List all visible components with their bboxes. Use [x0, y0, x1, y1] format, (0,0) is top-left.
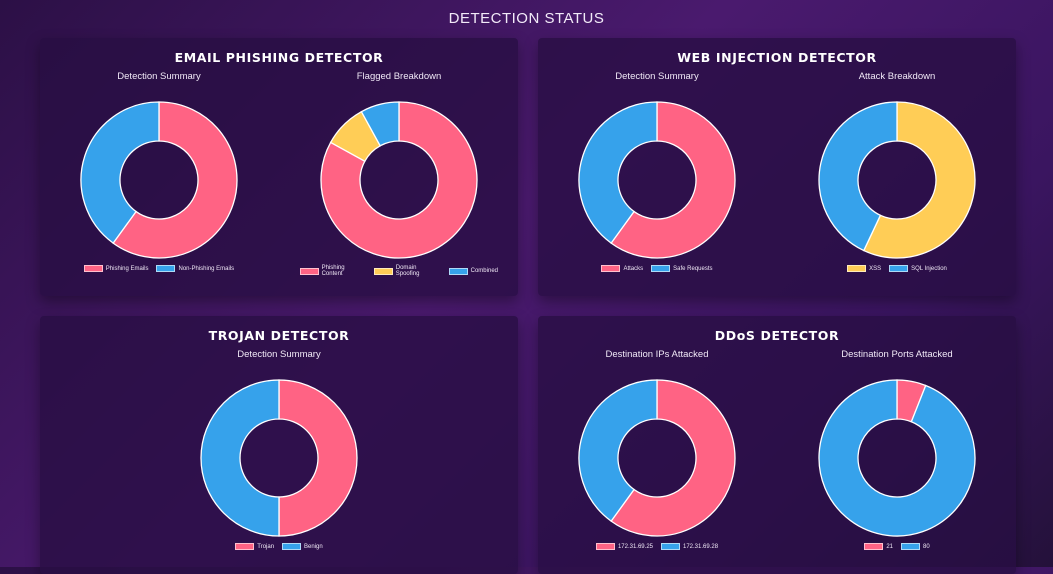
legend-label: 80 — [923, 543, 930, 550]
legend-label: 172.31.69.25 — [617, 543, 653, 550]
slice-combined[interactable] — [360, 101, 400, 147]
slice-80[interactable] — [818, 379, 976, 537]
chart-email-flagged-breakdown: Flagged Breakdown Phishing Content Domain … — [300, 71, 498, 291]
legend-item-non-phishing-emails[interactable]: Non-Phishing Emails — [156, 265, 234, 272]
chart-title: Detection Summary — [117, 71, 201, 82]
legend-label: XSS — [869, 265, 882, 272]
legend-swatch — [374, 267, 393, 275]
slice-172-31-69-28[interactable] — [578, 379, 658, 523]
legend-label: 21 — [886, 543, 893, 550]
legend-label: Domain Spoofing — [395, 265, 420, 277]
ddos-card: DDoS DETECTOR Destination IPs Attacked 17… — [538, 316, 1016, 574]
legend-label: Phishing Emails — [105, 265, 149, 272]
legend-item-sql-injection[interactable]: SQL Injection — [889, 265, 947, 272]
legend-item-xss[interactable]: XSS — [847, 265, 881, 272]
legend-swatch — [847, 265, 867, 272]
legend-item-21[interactable]: 21 — [864, 543, 893, 550]
slice-phishing-content[interactable] — [320, 101, 478, 259]
doughnut-chart — [200, 379, 358, 537]
legend-swatch — [889, 265, 909, 272]
card-title: TROJAN DETECTOR — [208, 328, 350, 343]
slice-trojan[interactable] — [278, 379, 358, 537]
chart-legend: XSS SQL Injection — [798, 265, 996, 272]
chart-legend: Phishing Content Domain Spoofing Combined — [300, 265, 498, 277]
chart-web-attack-breakdown: Attack Breakdown XSS SQL Injection — [798, 71, 996, 291]
legend-item-172-31-69-25[interactable]: 172.31.69.25 — [595, 543, 653, 550]
legend-swatch — [901, 543, 920, 550]
chart-title: Detection Summary — [237, 349, 321, 360]
chart-ddos-destination-ips: Destination IPs Attacked 172.31.69.25 172.… — [558, 349, 756, 569]
legend-swatch — [448, 267, 468, 275]
legend-swatch — [601, 265, 621, 272]
slice-sql-injection[interactable] — [818, 101, 898, 252]
legend-swatch — [864, 543, 884, 550]
chart-legend: Trojan Benign — [180, 543, 378, 550]
legend-item-172-31-69-28[interactable]: 172.31.69.28 — [661, 543, 718, 550]
legend-item-phishing-content[interactable]: Phishing Content — [300, 265, 366, 277]
legend-label: SQL Injection — [911, 265, 947, 272]
chart-legend: 172.31.69.25 172.31.69.28 — [558, 543, 756, 550]
doughnut-chart — [818, 379, 976, 537]
legend-item-safe-requests[interactable]: Safe Requests — [651, 265, 713, 272]
chart-legend: 21 80 — [798, 543, 996, 550]
chart-title: Destination Ports Attacked — [841, 349, 953, 360]
legend-label: Combined — [470, 268, 498, 274]
slice-benign[interactable] — [200, 379, 280, 537]
legend-item-phishing-emails[interactable]: Phishing Emails — [83, 265, 149, 272]
legend-label: Safe Requests — [673, 265, 713, 272]
slice-safe-requests[interactable] — [578, 101, 658, 245]
doughnut-chart — [578, 101, 736, 259]
chart-legend: Phishing Emails Non-Phishing Emails — [60, 265, 258, 272]
legend-item-benign[interactable]: Benign — [282, 543, 323, 550]
chart-ddos-destination-ports: Destination Ports Attacked 21 80 — [798, 349, 996, 569]
legend-item-80[interactable]: 80 — [901, 543, 930, 550]
doughnut-chart — [80, 101, 238, 259]
chart-title: Destination IPs Attacked — [605, 349, 709, 360]
chart-legend: Attacks Safe Requests — [558, 265, 756, 272]
legend-item-attacks[interactable]: Attacks — [601, 265, 643, 272]
email-phishing-card: EMAIL PHISHING DETECTOR Detection Summar… — [40, 38, 518, 296]
doughnut-chart — [578, 379, 736, 537]
chart-email-detection-summary: Detection Summary Phishing Emails Non-Phis… — [60, 71, 258, 291]
legend-swatch — [651, 265, 671, 272]
legend-label: Trojan — [257, 543, 275, 550]
trojan-card: TROJAN DETECTOR Detection Summary Trojan B… — [40, 316, 518, 574]
chart-title: Flagged Breakdown — [356, 71, 442, 82]
legend-label: Benign — [304, 543, 323, 550]
legend-swatch — [661, 543, 680, 550]
legend-label: Non-Phishing Emails — [178, 265, 235, 272]
doughnut-chart — [320, 101, 478, 259]
chart-web-detection-summary: Detection Summary Attacks Safe Requests — [558, 71, 756, 291]
slice-attacks[interactable] — [610, 101, 736, 259]
chart-trojan-detection-summary: Detection Summary Trojan Benign — [180, 349, 378, 569]
card-title: EMAIL PHISHING DETECTOR — [174, 50, 384, 65]
legend-label: 172.31.69.28 — [683, 543, 719, 550]
legend-label: Attacks — [623, 265, 644, 272]
card-title: WEB INJECTION DETECTOR — [677, 50, 877, 65]
slice-non-phishing-emails[interactable] — [80, 101, 160, 245]
web-injection-card: WEB INJECTION DETECTOR Detection Summary… — [538, 38, 1016, 296]
slice-xss[interactable] — [862, 101, 976, 259]
slice-phishing-emails[interactable] — [112, 101, 238, 259]
doughnut-chart — [818, 101, 976, 259]
legend-swatch — [300, 267, 319, 275]
card-title: DDoS DETECTOR — [714, 328, 840, 343]
legend-swatch — [156, 265, 176, 272]
chart-title: Detection Summary — [615, 71, 699, 82]
chart-title: Attack Breakdown — [858, 71, 936, 82]
legend-swatch — [282, 543, 302, 550]
legend-swatch — [595, 543, 615, 550]
legend-swatch — [235, 543, 255, 550]
legend-label: Phishing Content — [321, 265, 345, 277]
slice-172-31-69-25[interactable] — [610, 379, 736, 537]
legend-item-combined[interactable]: Combined — [448, 265, 498, 277]
page-title: DETECTION STATUS — [448, 10, 605, 27]
legend-item-trojan[interactable]: Trojan — [235, 543, 274, 550]
legend-item-domain-spoofing[interactable]: Domain Spoofing — [374, 265, 440, 277]
legend-swatch — [83, 265, 103, 272]
